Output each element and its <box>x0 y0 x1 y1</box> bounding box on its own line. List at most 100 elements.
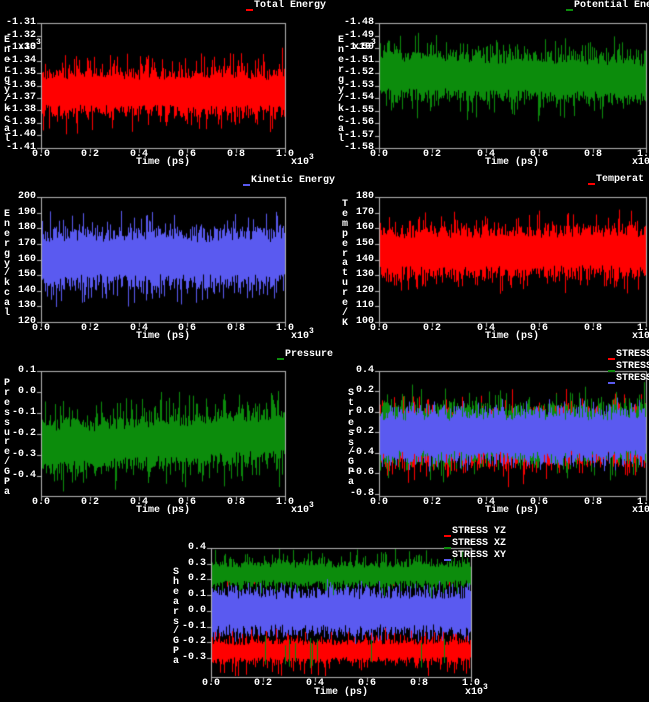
y-tick-label: 140 <box>355 254 374 265</box>
x-axis-exponent: x103 <box>291 153 314 168</box>
y-tick-label: 120 <box>17 316 36 327</box>
y-tick-label: 0.2 <box>355 385 374 396</box>
x-axis-exponent: x103 <box>632 158 649 168</box>
legend-dash-icon <box>444 535 451 537</box>
plot-area-potential-energy <box>325 0 649 174</box>
x-axis-exponent-sup: 3 <box>309 501 314 510</box>
legend-label-kinetic-energy: Kinetic Energy <box>251 175 336 186</box>
x-axis-exponent-base: x10 <box>632 331 649 342</box>
x-tick-label: 0.0 <box>369 497 388 508</box>
x-axis-label: Time (ps) <box>485 331 540 342</box>
x-tick-label: 0.2 <box>422 497 441 508</box>
y-tick-label: -1.38 <box>5 104 36 115</box>
x-tick-label: 0.4 <box>129 149 148 160</box>
x-tick-label: 0.0 <box>369 149 388 160</box>
y-tick-label: -1.37 <box>5 92 36 103</box>
x-tick-label: 0.6 <box>529 149 548 160</box>
x-tick-label: 0.6 <box>177 497 196 508</box>
x-tick-label: 0.8 <box>226 497 245 508</box>
x-tick-label: 0.8 <box>226 323 245 334</box>
y-tick-label: -1.36 <box>5 80 36 91</box>
y-tick-label: -1.58 <box>343 142 374 153</box>
chart-panel-temperature: Temperat T e m p e r a t u r e / K 180 170 1… <box>325 174 649 348</box>
x-tick-label: 0.8 <box>226 149 245 160</box>
x-axis-exponent: x103 <box>465 683 488 698</box>
y-tick-label: -1.51 <box>343 55 374 66</box>
plot-area-stress-normal <box>325 348 649 522</box>
x-axis-exponent-base: x10 <box>465 687 484 698</box>
x-tick-label: 0.0 <box>201 678 220 689</box>
x-tick-label: 1.0 <box>275 497 294 508</box>
y-tick-label: 160 <box>355 222 374 233</box>
y-tick-label: 0.4 <box>187 542 206 553</box>
legend-label-stress-shear: STRESS YZ <box>452 526 507 537</box>
y-axis-label-total-energy: E n e r g y / k c a l <box>4 35 11 146</box>
y-tick-label: -0.3 <box>181 652 206 663</box>
legend-dash-icon <box>444 547 451 549</box>
y-tick-label: -1.41 <box>5 142 36 153</box>
y-tick-label: 180 <box>17 222 36 233</box>
y-axis-exponent: x103 <box>353 38 376 53</box>
y-tick-label: 170 <box>17 238 36 249</box>
y-axis-label-stress-normal: S t r e s s / G P a <box>348 388 355 489</box>
legend-label-stress-normal: STRESS <box>616 349 649 360</box>
x-tick-label: 0.2 <box>80 497 99 508</box>
x-tick-label: 0.6 <box>177 323 196 334</box>
x-axis-exponent-sup: 3 <box>309 327 314 336</box>
y-tick-label: -0.4 <box>349 447 374 458</box>
x-axis-exponent: x103 <box>632 506 649 516</box>
y-tick-label: -1.55 <box>343 105 374 116</box>
chart-panel-stress-normal: STRESS STRESS STRESS S t r e s s / G P a 0.4… <box>325 348 649 522</box>
legend-label-potential-energy: Potential Ene <box>574 0 649 11</box>
legend-label-stress-shear: STRESS XZ <box>452 538 507 549</box>
chart-panel-kinetic-energy: Kinetic Energy E n e r g y / k c a l 200 19… <box>0 174 335 348</box>
x-axis-exponent-base: x10 <box>632 157 649 168</box>
y-tick-label: 150 <box>355 238 374 249</box>
y-tick-label: -1.34 <box>5 55 36 66</box>
x-tick-label: 0.2 <box>422 149 441 160</box>
x-tick-label: 0.2 <box>80 323 99 334</box>
y-tick-label: 0.0 <box>17 386 36 397</box>
y-tick-label: -0.8 <box>349 488 374 499</box>
y-tick-label: 190 <box>17 207 36 218</box>
y-tick-label: -0.4 <box>11 470 36 481</box>
y-tick-label: -0.2 <box>11 428 36 439</box>
legend-dash-icon <box>444 559 451 561</box>
y-tick-label: 0.2 <box>187 573 206 584</box>
x-tick-label: 0.4 <box>476 149 495 160</box>
y-tick-label: -1.33 <box>5 42 36 53</box>
x-axis-exponent-sup: 3 <box>483 683 488 692</box>
x-tick-label: 0.6 <box>177 149 196 160</box>
y-tick-label: -1.54 <box>343 92 374 103</box>
x-tick-label: 1.0 <box>636 149 649 160</box>
x-tick-label: 0.0 <box>31 323 50 334</box>
x-tick-label: 1.0 <box>461 678 480 689</box>
x-tick-label: 0.8 <box>583 149 602 160</box>
y-axis-exponent-sup: 3 <box>36 38 41 47</box>
chart-panel-potential-energy: Potential Ene E n e r g y / k c a l -1.48 -… <box>325 0 649 174</box>
x-tick-label: 0.6 <box>529 497 548 508</box>
x-tick-label: 0.8 <box>409 678 428 689</box>
x-tick-label: 1.0 <box>636 497 649 508</box>
legend-label-total-energy: Total Energy <box>254 0 327 11</box>
x-axis-label: Time (ps) <box>314 687 369 698</box>
chart-panel-stress-shear: STRESS YZ STRESS XZ STRESS XY S h e a r s /… <box>162 525 506 702</box>
y-tick-label: 0.0 <box>187 605 206 616</box>
legend-dash-icon <box>588 183 595 185</box>
x-axis-exponent-base: x10 <box>291 157 310 168</box>
x-tick-label: 1.0 <box>275 323 294 334</box>
x-axis-label: Time (ps) <box>136 505 191 516</box>
x-tick-label: 0.2 <box>253 678 272 689</box>
plot-area-total-energy <box>0 0 324 174</box>
x-tick-label: 0.2 <box>80 149 99 160</box>
legend-dash-icon <box>608 382 615 384</box>
y-tick-label: -1.50 <box>343 42 374 53</box>
legend-dash-icon <box>608 358 615 360</box>
legend-label-pressure: Pressure <box>285 349 334 360</box>
x-tick-label: 0.4 <box>476 323 495 334</box>
x-tick-label: 1.0 <box>636 323 649 334</box>
y-tick-label: -1.31 <box>5 17 36 28</box>
x-axis-exponent: x103 <box>291 327 314 342</box>
y-tick-label: -1.39 <box>5 117 36 128</box>
x-axis-exponent-sup: 3 <box>309 153 314 162</box>
